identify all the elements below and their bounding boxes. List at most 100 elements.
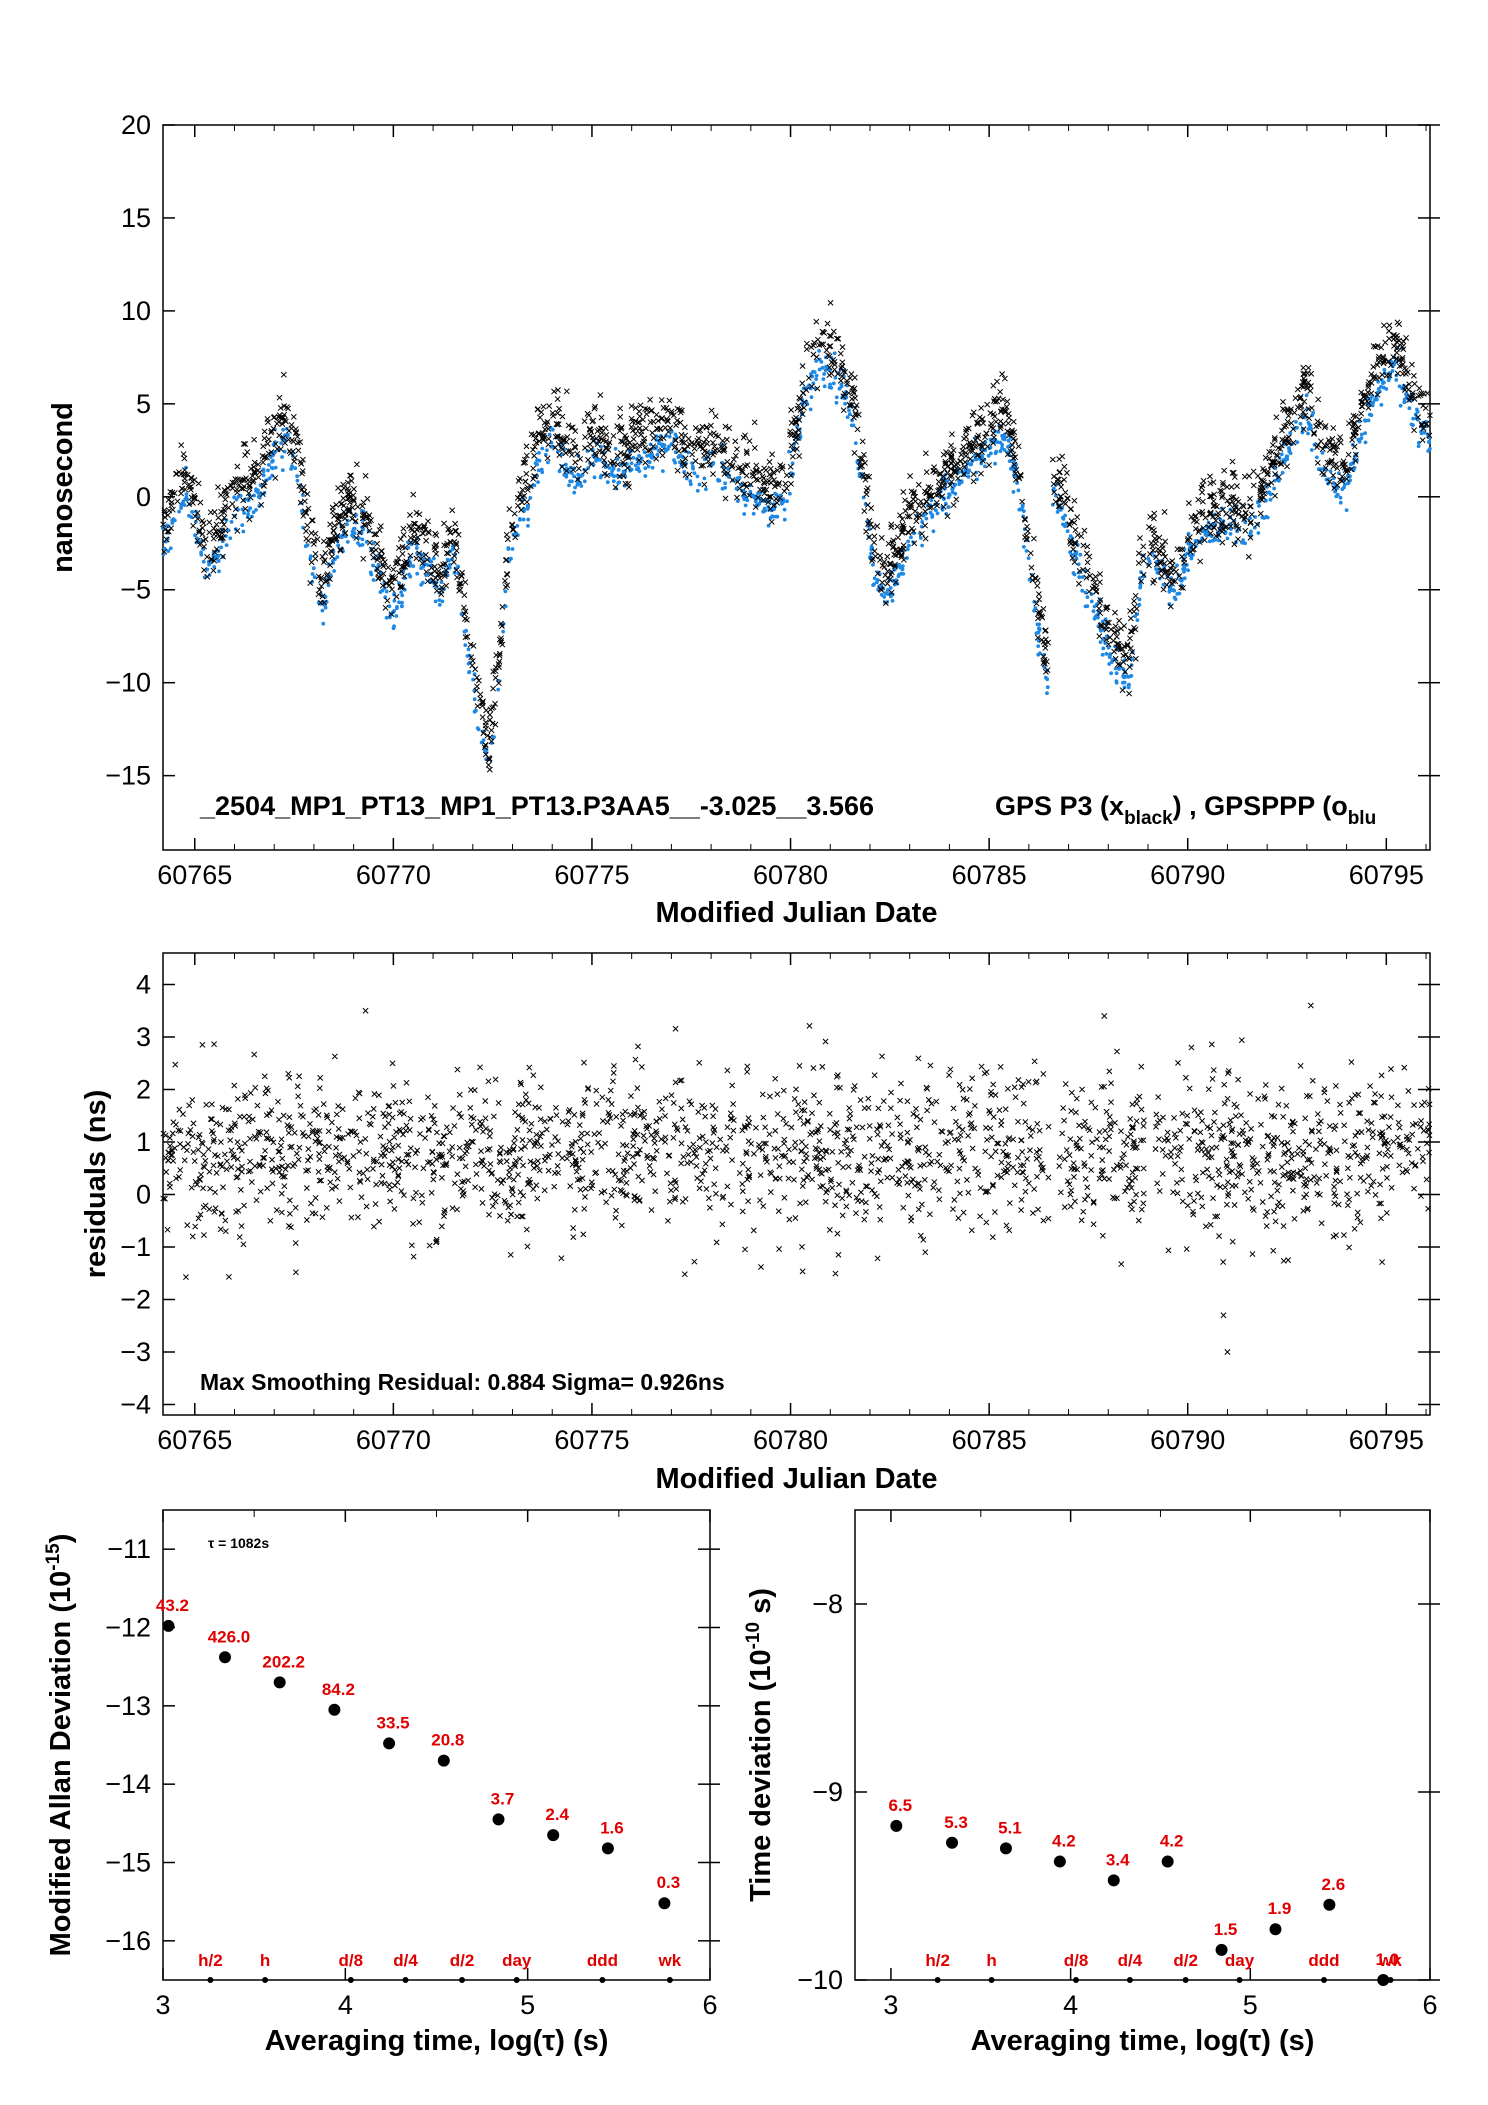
ppp-point bbox=[659, 442, 664, 447]
residual-point bbox=[859, 1124, 866, 1131]
ppp-point bbox=[1085, 595, 1090, 599]
gps-point bbox=[410, 491, 417, 498]
gps-point bbox=[338, 488, 345, 495]
gps-point bbox=[523, 470, 530, 477]
gps-point bbox=[871, 539, 878, 546]
gps-point bbox=[511, 510, 518, 517]
gps-point bbox=[1072, 526, 1079, 533]
ppp-point bbox=[1036, 652, 1041, 657]
gps-point bbox=[453, 567, 460, 574]
residual-point bbox=[305, 1146, 312, 1153]
residual-point bbox=[609, 1168, 616, 1174]
gps-point bbox=[1012, 438, 1019, 445]
ppp-point bbox=[1203, 532, 1208, 537]
ppp-point bbox=[814, 359, 819, 363]
gps-point bbox=[628, 424, 635, 430]
gps-point bbox=[1096, 579, 1103, 586]
gps-point bbox=[433, 587, 440, 594]
residual-point bbox=[1341, 1122, 1348, 1129]
ppp-point bbox=[511, 532, 516, 537]
gps-point bbox=[1068, 518, 1075, 524]
gps-point bbox=[312, 555, 319, 562]
ppp-point bbox=[280, 468, 285, 472]
ppp-point bbox=[828, 382, 832, 387]
ppp-point bbox=[181, 499, 186, 504]
ppp-point bbox=[1422, 430, 1427, 435]
gps-point bbox=[874, 570, 881, 577]
gps-point bbox=[854, 426, 861, 433]
ppp-point bbox=[392, 598, 397, 603]
residual-point bbox=[335, 1103, 342, 1110]
residual-point bbox=[868, 1168, 874, 1175]
gps-point bbox=[265, 419, 271, 426]
ppp-point bbox=[447, 565, 452, 570]
gps-point bbox=[161, 548, 168, 555]
gps-point bbox=[1119, 687, 1126, 694]
residual-point bbox=[620, 1117, 627, 1124]
ppp-point bbox=[986, 453, 991, 458]
ppp-point bbox=[1324, 477, 1329, 482]
gps-point bbox=[1126, 690, 1133, 697]
gps-point bbox=[381, 559, 388, 565]
gps-point bbox=[916, 514, 923, 520]
ppp-point bbox=[261, 469, 266, 474]
residual-point bbox=[865, 1095, 872, 1102]
gps-point bbox=[682, 472, 689, 479]
gps-point bbox=[813, 354, 820, 361]
ppp-point bbox=[582, 479, 587, 484]
gps-point bbox=[1408, 361, 1415, 368]
residual-point bbox=[922, 1149, 929, 1156]
ppp-point bbox=[496, 687, 501, 692]
ppp-point bbox=[1055, 510, 1060, 514]
ppp-point bbox=[1187, 546, 1192, 550]
residual-point bbox=[640, 1132, 647, 1139]
gps-point bbox=[540, 403, 547, 410]
residual-point bbox=[1383, 1174, 1390, 1181]
residual-point bbox=[247, 1089, 254, 1096]
residual-point bbox=[988, 1134, 995, 1141]
gps-point bbox=[1314, 444, 1320, 451]
ppp-point bbox=[1294, 420, 1298, 424]
ppp-point bbox=[1240, 540, 1244, 545]
gps-point bbox=[531, 452, 538, 459]
ppp-point bbox=[1137, 597, 1142, 602]
ppp-point bbox=[1272, 486, 1276, 491]
ppp-point bbox=[431, 556, 436, 561]
gps-point bbox=[915, 481, 922, 488]
gps-point bbox=[413, 555, 420, 562]
ppp-point bbox=[935, 511, 940, 516]
residual-point bbox=[826, 1226, 833, 1233]
gps-point bbox=[1071, 497, 1078, 504]
residual-point bbox=[1073, 1095, 1080, 1102]
residual-point bbox=[1177, 1143, 1184, 1150]
gps-point bbox=[1307, 387, 1314, 394]
gps-point bbox=[407, 534, 414, 541]
residual-point bbox=[776, 1246, 783, 1252]
gps-point bbox=[483, 707, 490, 714]
residual-point bbox=[1267, 1167, 1274, 1174]
gps-point bbox=[1195, 496, 1202, 503]
residual-point bbox=[558, 1255, 565, 1262]
gps-point bbox=[366, 527, 373, 534]
residual-point bbox=[1199, 1117, 1206, 1124]
ppp-point bbox=[673, 460, 677, 465]
gps-point bbox=[590, 417, 597, 424]
ppp-point bbox=[578, 481, 583, 485]
gps-point bbox=[322, 549, 329, 556]
residual-point bbox=[612, 1214, 619, 1221]
ppp-point bbox=[464, 628, 468, 633]
gps-point bbox=[1349, 436, 1356, 443]
residual-point bbox=[1222, 1184, 1229, 1191]
gps-point bbox=[754, 467, 760, 474]
ppp-point bbox=[526, 517, 531, 522]
y-tick-label: 15 bbox=[121, 203, 151, 233]
y-tick-label: −15 bbox=[105, 761, 151, 791]
gps-point bbox=[479, 714, 486, 721]
gps-point bbox=[190, 522, 197, 529]
residual-point bbox=[1248, 1186, 1255, 1193]
ppp-point bbox=[1172, 588, 1177, 593]
ppp-point bbox=[599, 473, 604, 478]
residual-point bbox=[724, 1067, 731, 1074]
gps-point bbox=[400, 525, 407, 532]
ppp-point bbox=[695, 474, 700, 479]
